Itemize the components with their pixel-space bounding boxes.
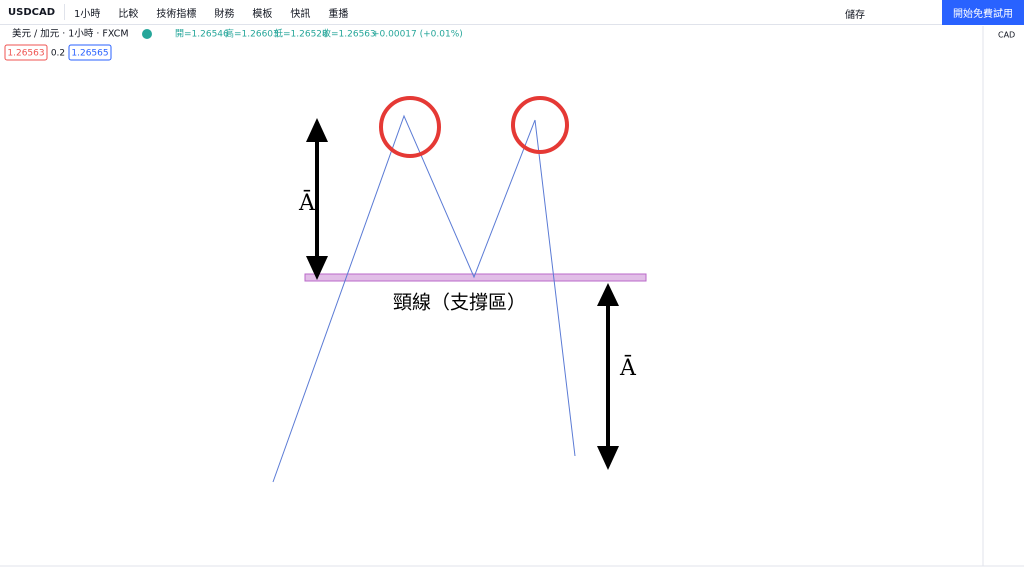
- separator: [64, 4, 66, 20]
- bid: 1.26563: [7, 49, 44, 59]
- annotation: Ā: [298, 190, 316, 216]
- toolbar-item[interactable]: 模板: [252, 8, 273, 20]
- legend-close: 收=1.26563: [322, 28, 376, 40]
- toolbar-item[interactable]: 快訊: [290, 8, 311, 20]
- toolbar: USDCAD 1小時 比較 技術指標 財務 模板 快訊 重播 儲存 開始免費試用: [0, 0, 1024, 25]
- annotation: Ā: [619, 355, 637, 381]
- bid-box[interactable]: [4, 44, 48, 61]
- top-circle: [511, 96, 569, 154]
- legend-low: 低=1.26528: [274, 28, 328, 40]
- ask: 1.26565: [71, 49, 108, 59]
- toolbar-item[interactable]: 1小時: [74, 8, 101, 20]
- legend-symbol: 美元 / 加元 · 1小時 · FXCM: [12, 28, 129, 40]
- arrow-head: [306, 256, 328, 280]
- legend-change: +0.00017 (+0.01%): [372, 30, 463, 40]
- ask-box[interactable]: [68, 44, 112, 61]
- arrow-head: [597, 446, 619, 470]
- top-circle: [379, 96, 441, 158]
- arrow-head: [597, 283, 619, 306]
- cta-button[interactable]: 開始免費試用: [942, 0, 1024, 25]
- currency[interactable]: CAD: [998, 31, 1015, 40]
- neckline-zone: [304, 273, 647, 282]
- annotation: 頸線（支撐區）: [393, 292, 526, 314]
- pattern-line: [272, 114, 576, 483]
- toolbar-item[interactable]: 技術指標: [156, 8, 197, 20]
- arrow-head: [306, 118, 328, 142]
- spread: 0.2: [51, 49, 65, 59]
- toolbar-item[interactable]: 財務: [214, 8, 235, 20]
- drawings: Ā Ā 頸線（支撐區）: [272, 96, 647, 483]
- symbol[interactable]: USDCAD: [8, 6, 56, 18]
- legend-high: 高=1.26603: [225, 28, 279, 40]
- toolbar-item[interactable]: 重播: [328, 8, 349, 20]
- toolbar-item[interactable]: 比較: [118, 8, 139, 20]
- legend-open: 開=1.26546: [175, 29, 229, 40]
- status-dot: [142, 29, 152, 39]
- save[interactable]: 儲存: [845, 10, 865, 21]
